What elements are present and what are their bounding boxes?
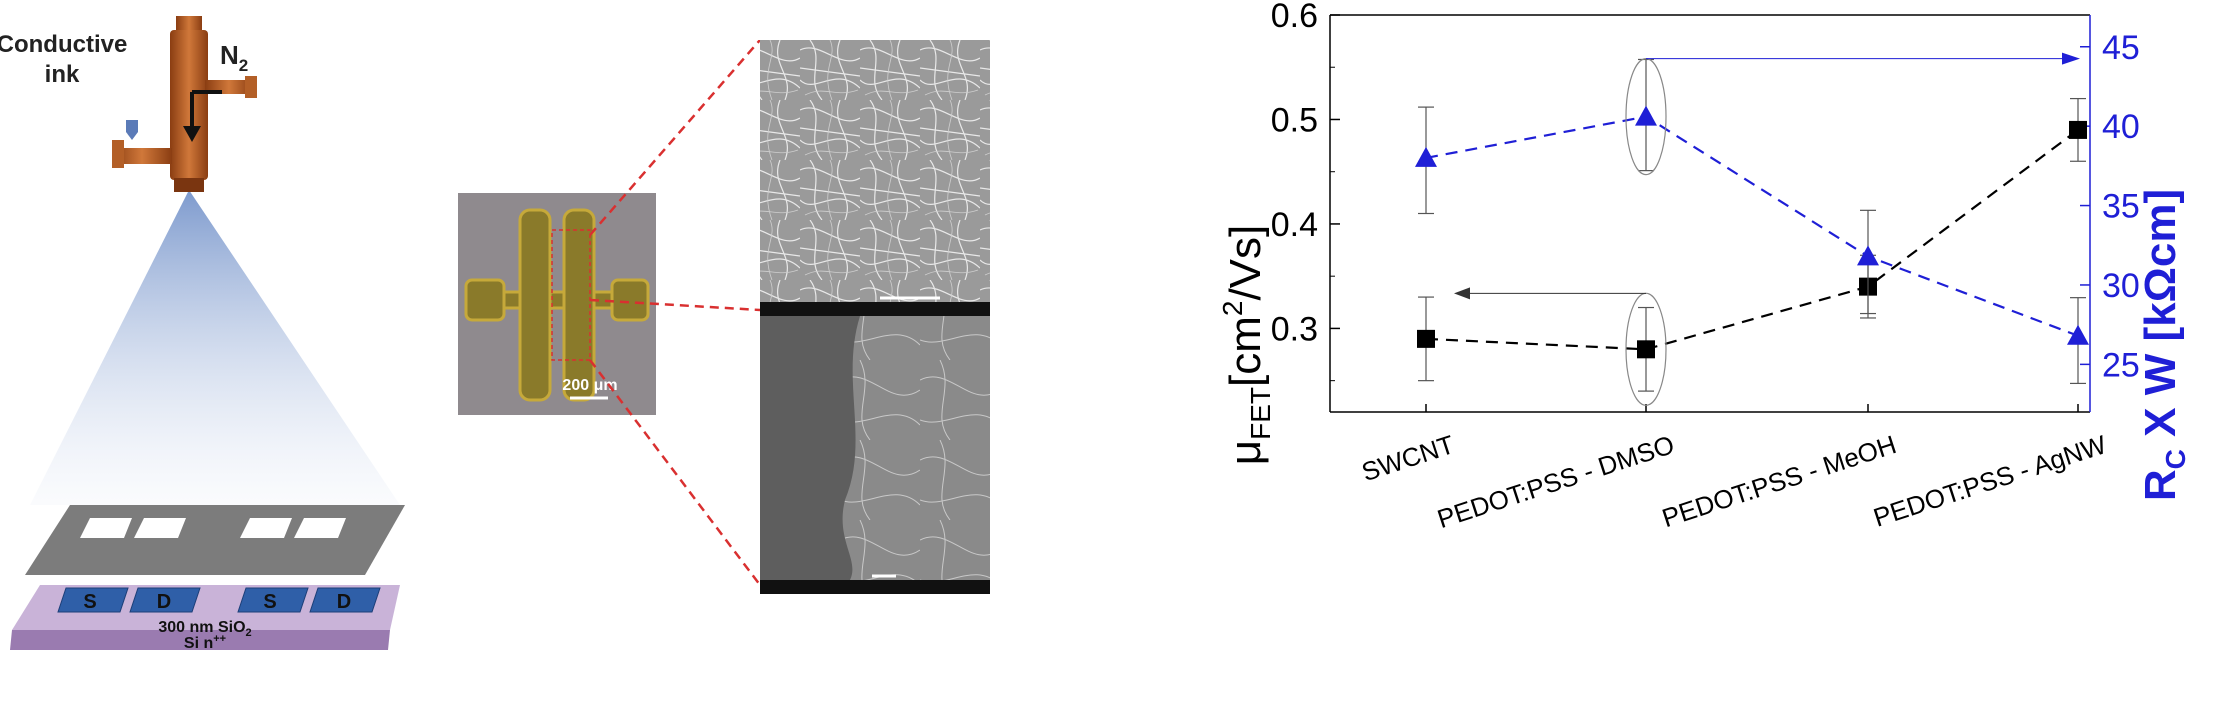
shadow-mask — [25, 505, 405, 575]
left-axis-title: μFET[cm2/Vs] — [1217, 225, 1276, 466]
x-axis-category-label: PEDOT:PSS - DMSO — [1434, 429, 1678, 534]
electrode-s2: S — [263, 591, 276, 613]
spray-nozzle-icon — [112, 16, 257, 192]
x-axis-category-label: PEDOT:PSS - MeOH — [1658, 429, 1899, 533]
electrode-s1: S — [83, 591, 96, 613]
substrate-front — [10, 630, 390, 650]
right-axis-tick-label: 25 — [2102, 346, 2140, 384]
right-axis-tick-label: 40 — [2102, 108, 2140, 146]
left-axis-tick-label: 0.3 — [1271, 310, 1318, 348]
ink-label: Conductive — [0, 31, 127, 58]
data-point-triangle — [2067, 324, 2089, 345]
left-axis-tick-label: 0.6 — [1271, 0, 1318, 35]
data-point-square — [2069, 120, 2087, 139]
mask-openings — [80, 518, 346, 538]
x-axis-category-label: PEDOT:PSS - AgNW — [1870, 429, 2111, 533]
left-axis-tick-label: 0.5 — [1271, 101, 1318, 139]
electrode-pattern — [464, 208, 650, 402]
zoom-connectors — [589, 40, 761, 586]
arrow-head-left-icon — [1454, 287, 1470, 300]
data-point-square — [1417, 329, 1435, 348]
electrode-d2: D — [337, 591, 351, 613]
data-point-triangle — [1415, 146, 1437, 167]
data-point-triangle — [1635, 105, 1657, 126]
left-axis-tick-label: 0.4 — [1271, 206, 1318, 244]
data-point-triangle — [1857, 245, 1879, 266]
series-line-1 — [1425, 129, 2079, 351]
x-axis-category-label: SWCNT — [1358, 429, 1458, 487]
sem-info-bar-top — [760, 302, 990, 316]
arrow-head-right-icon — [2062, 52, 2080, 65]
right-axis-tick-label: 30 — [2102, 267, 2140, 305]
scale-bar-label: 200 μm — [562, 377, 617, 394]
spray-cone — [30, 190, 400, 505]
right-axis-tick-label: 35 — [2102, 188, 2140, 226]
electrode-d1: D — [157, 591, 171, 613]
micrograph-panel: 200 μm — [458, 40, 990, 594]
substrate-label-2: Si n++ — [184, 633, 226, 652]
sem-image-top — [760, 40, 990, 302]
substrate-label-1: 300 nm SiO2 — [158, 619, 251, 639]
sem-info-bar-bottom — [760, 580, 990, 594]
spray-coating-schematic: Conductive ink N2 S D S D 300 nm SiO2 Si… — [0, 16, 405, 652]
right-axis-title: RC X W [kΩcm] — [2136, 189, 2191, 501]
electrodes — [57, 587, 381, 613]
ink-label-2: ink — [45, 61, 80, 88]
right-axis-tick-label: 45 — [2102, 29, 2140, 67]
gas-label: N2 — [220, 40, 248, 75]
sem-film-region — [842, 316, 990, 580]
data-point-square — [1637, 340, 1655, 359]
series-line-2 — [1425, 115, 2079, 337]
